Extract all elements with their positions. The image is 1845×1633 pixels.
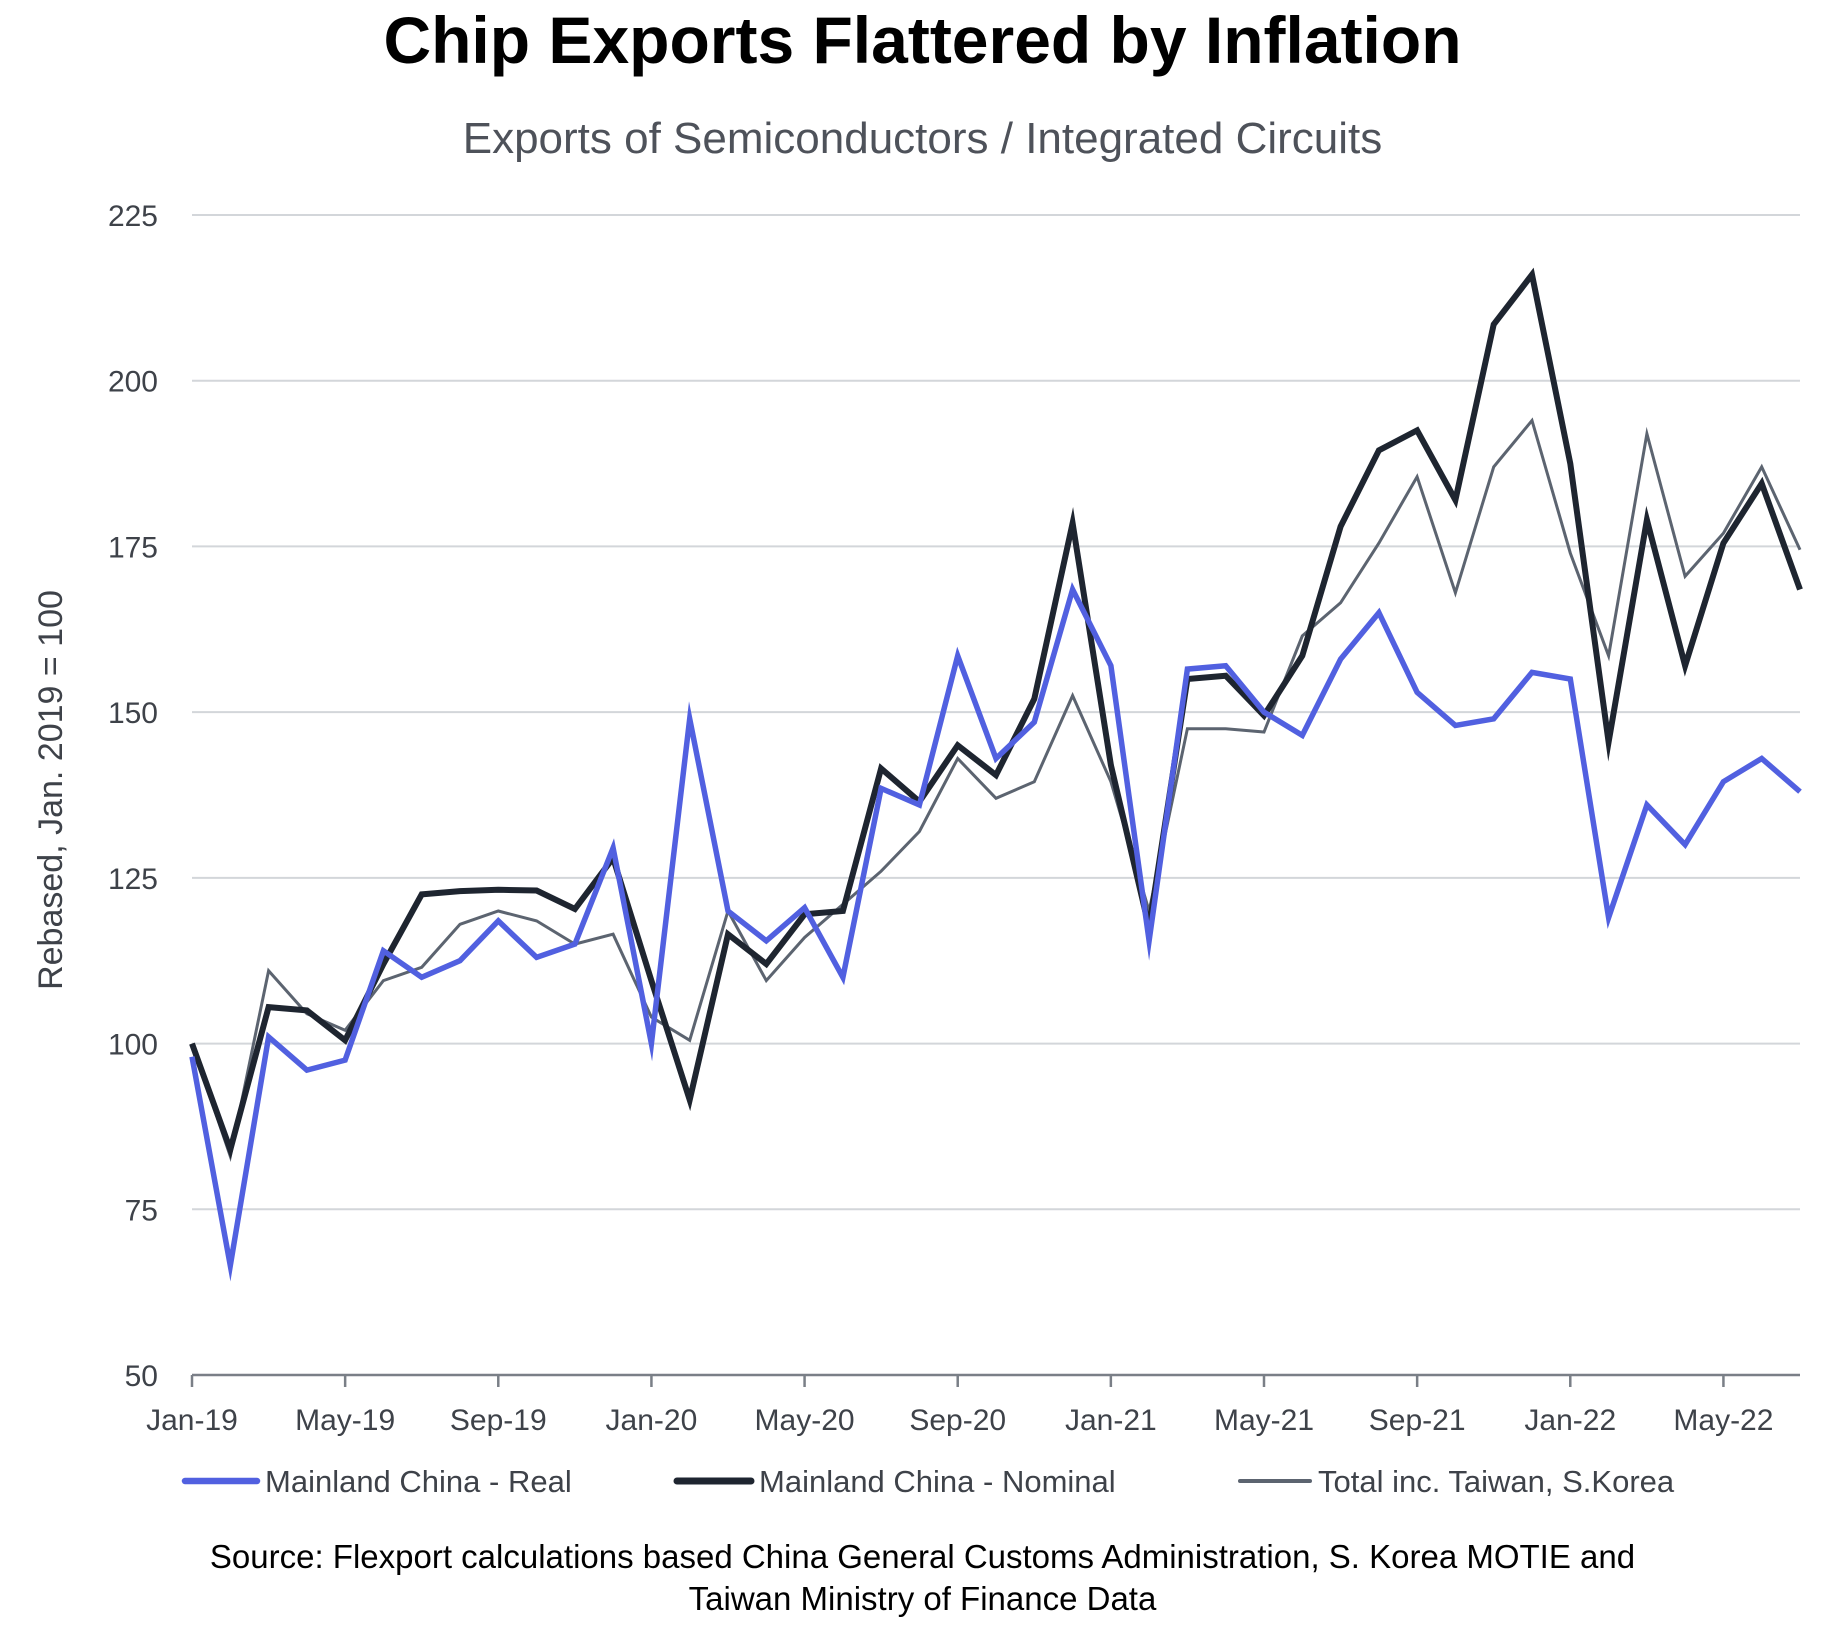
legend-label-nominal: Mainland China - Nominal	[759, 1464, 1116, 1499]
x-tick-label: Jan-22	[1524, 1404, 1616, 1437]
y-tick-label: 100	[108, 1029, 158, 1062]
x-tick-label: Sep-21	[1369, 1404, 1466, 1437]
y-tick-label: 175	[108, 531, 158, 564]
x-tick-label: Jan-19	[146, 1404, 238, 1437]
series-line-nominal	[189, 267, 1803, 1160]
axes: 50 75 100 125 150 175 200 225 Jan-19 May-19 Sep-19…	[108, 200, 1800, 1437]
x-tick-label: Sep-19	[450, 1404, 547, 1437]
source-line-2: Taiwan Ministry of Finance Data	[688, 1580, 1157, 1617]
line-chart: 50 75 100 125 150 175 200 225 Jan-19 May-19 Sep-19…	[32, 200, 1803, 1499]
y-tick-label: 75	[125, 1194, 158, 1227]
y-axis-label: Rebased, Jan. 2019 = 100	[32, 590, 70, 990]
x-tick-label: May-22	[1673, 1404, 1773, 1437]
series-lines	[189, 267, 1803, 1282]
series-line-total	[190, 417, 1802, 1163]
x-tick-label: Sep-20	[909, 1404, 1006, 1437]
chart-title: Chip Exports Flattered by Inflation	[383, 3, 1462, 77]
source-line-1: Source: Flexport calculations based Chin…	[209, 1538, 1636, 1575]
y-tick-label: 50	[125, 1360, 158, 1393]
legend-label-total: Total inc. Taiwan, S.Korea	[1318, 1464, 1675, 1499]
legend-label-real: Mainland China - Real	[265, 1464, 572, 1499]
x-tick-label: May-21	[1214, 1404, 1314, 1437]
x-tick-label: Jan-20	[606, 1404, 698, 1437]
y-tick-label: 225	[108, 200, 158, 233]
chart-subtitle: Exports of Semiconductors / Integrated C…	[462, 114, 1383, 163]
x-tick-label: Jan-21	[1065, 1404, 1157, 1437]
y-tick-label: 125	[108, 863, 158, 896]
legend: Mainland China - Real Mainland China - No…	[181, 1464, 1675, 1499]
y-tick-label: 150	[108, 697, 158, 730]
x-tick-label: May-19	[295, 1404, 395, 1437]
x-tick-label: May-20	[755, 1404, 855, 1437]
y-tick-label: 200	[108, 366, 158, 399]
source-note: Source: Flexport calculations based Chin…	[0, 1536, 1845, 1620]
gridlines	[192, 214, 1800, 1211]
series-line-real	[189, 581, 1802, 1282]
